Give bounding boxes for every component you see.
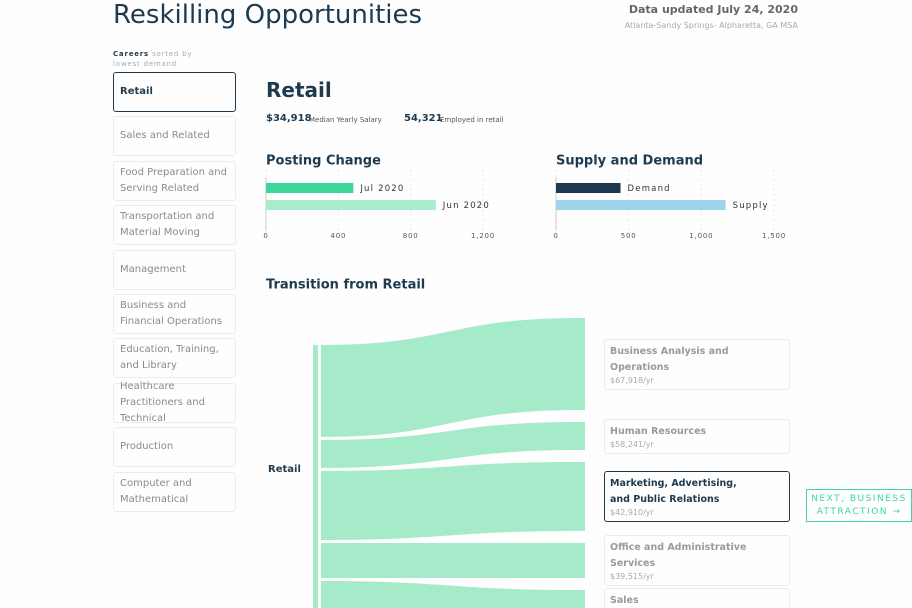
- bar-label: Supply: [733, 201, 769, 211]
- updated: Data updated July 24, 2020: [628, 3, 798, 16]
- flow: [321, 462, 580, 540]
- bar: [556, 200, 726, 210]
- stat-label: Employed in retail: [440, 116, 504, 124]
- career-item[interactable]: Transportation and Material Moving: [113, 205, 236, 246]
- target-name: Marketing, Advertising, and Public Relat…: [610, 478, 737, 505]
- career-item[interactable]: Business and Financial Operations: [113, 294, 236, 334]
- chart-title: Posting Change: [266, 154, 381, 169]
- chart-title: Transition from Retail: [266, 278, 425, 293]
- target-node: [580, 318, 585, 410]
- target-node: [580, 590, 585, 608]
- sidebar-note: sorted by lowest demand: [113, 50, 193, 68]
- target-name: Sales: [610, 594, 639, 606]
- target-card[interactable]: Human Resources $58,241/yr: [604, 418, 790, 454]
- bar-label: Jul 2020: [359, 184, 404, 194]
- target-name: Business Analysis and Operations: [610, 345, 729, 373]
- bar: [266, 200, 436, 210]
- target-salary: $58,241/yr: [610, 439, 654, 449]
- stat-value: 54,321: [404, 113, 443, 124]
- target-name: Human Resources: [610, 425, 707, 437]
- career-item[interactable]: Management: [113, 249, 236, 290]
- x-tick-label: 400: [330, 232, 346, 240]
- x-tick-label: 800: [403, 232, 419, 240]
- career-item[interactable]: Computer and Mathematical: [113, 471, 236, 512]
- region: Atlanta-Sandy Springs- Alpharetta, GA MS…: [624, 21, 798, 30]
- target-salary: $39,515/yr: [610, 572, 654, 581]
- career-item[interactable]: Production: [113, 427, 236, 468]
- bar: [266, 183, 354, 193]
- source-node: [313, 345, 318, 608]
- stat-label: Median Yearly Salary: [309, 116, 382, 124]
- bar-label: Jun 2020: [442, 201, 490, 211]
- target-node: [580, 543, 585, 578]
- x-tick-label: 1,500: [762, 232, 786, 240]
- bar-label: Demand: [628, 184, 671, 194]
- flow: [321, 581, 580, 608]
- source-label: Retail: [268, 464, 301, 475]
- flow: [321, 422, 580, 468]
- career-item[interactable]: Healthcare Practitioners and Technical: [113, 381, 236, 424]
- main-title: Retail: [266, 78, 332, 102]
- flow: [321, 318, 580, 437]
- target-node: [580, 422, 585, 450]
- x-tick-label: 1,200: [471, 232, 495, 240]
- x-tick-label: 0: [553, 232, 558, 240]
- sidebar-label: Careers sorted by lowest demand: [113, 49, 198, 69]
- chart-title: Supply and Demand: [556, 154, 703, 169]
- target-card[interactable]: Office and Administrative Services $39,51…: [604, 535, 790, 586]
- stat-value: $34,918: [266, 113, 312, 124]
- career-item[interactable]: Sales and Related: [113, 116, 236, 157]
- career-item[interactable]: Food Preparation and Serving Related: [113, 160, 236, 201]
- bar: [556, 183, 621, 193]
- x-tick-label: 500: [621, 232, 637, 240]
- x-tick-label: 0: [263, 232, 268, 240]
- target-card[interactable]: Sales$37,341/yr: [604, 587, 790, 608]
- sidebar-title: Careers: [113, 50, 150, 58]
- target-name: Office and Administrative Services: [610, 542, 747, 569]
- career-item[interactable]: Education, Training, and Library: [113, 338, 236, 379]
- target-card[interactable]: Marketing, Advertising, and Public Relat…: [604, 471, 790, 522]
- x-tick-label: 1,000: [689, 232, 713, 240]
- target-salary: $42,910/yr: [610, 508, 654, 517]
- target-node: [580, 462, 585, 531]
- target-card[interactable]: Business Analysis and Operations $67,918/…: [604, 338, 790, 390]
- flow: [321, 543, 580, 578]
- target-salary: $67,918/yr: [610, 375, 654, 385]
- career-item[interactable]: Retail: [113, 72, 236, 112]
- page-title: Reskilling Opportunities: [113, 0, 423, 30]
